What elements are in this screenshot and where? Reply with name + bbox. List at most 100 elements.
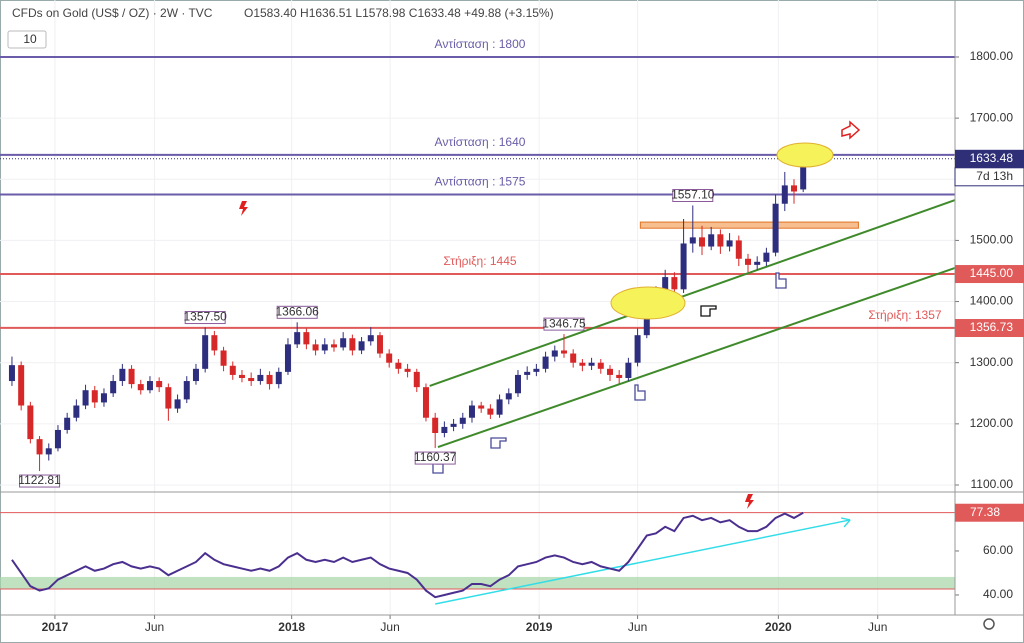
extreme-label: 1366.06	[275, 304, 319, 318]
extreme-label-box	[672, 189, 714, 203]
candle-body	[36, 439, 43, 455]
candle-body	[606, 368, 613, 375]
candle-body	[156, 381, 163, 388]
trend-line	[437, 266, 956, 449]
extreme-label: 1122.81	[18, 473, 61, 487]
hand-icon	[775, 272, 787, 289]
candle-body	[570, 353, 577, 363]
y-tick-label: 40.00	[983, 587, 1013, 601]
hand-icon	[700, 305, 717, 317]
rsi-trend-arrow	[840, 517, 851, 528]
candle-body	[183, 381, 190, 400]
candle-body	[487, 408, 494, 415]
candle-body	[358, 341, 365, 351]
candle-body	[579, 362, 586, 366]
interval-box[interactable]	[7, 30, 47, 49]
y-tick-label: 1800.00	[970, 49, 1014, 63]
candle-body	[625, 362, 632, 378]
trend-line	[429, 199, 956, 387]
candle-body	[128, 368, 135, 385]
candle-body	[257, 374, 264, 382]
candle-body	[376, 335, 383, 354]
candle-body	[82, 390, 89, 406]
candle-body	[413, 371, 420, 388]
candle-body	[422, 387, 429, 418]
candle-body	[367, 335, 374, 342]
y-tick-label: 1400.00	[970, 294, 1014, 308]
candle-body	[275, 371, 282, 385]
candle-body	[146, 381, 153, 391]
candle-body	[735, 240, 742, 259]
candle-body	[73, 405, 80, 418]
candle-body	[698, 237, 705, 247]
candle-body	[192, 368, 199, 382]
x-tick-label: Jun	[145, 620, 164, 634]
candle-body	[294, 332, 301, 345]
candle-body	[100, 393, 107, 403]
zone	[639, 221, 859, 229]
candle-body	[754, 261, 761, 265]
candle-body	[18, 365, 25, 406]
candle-body	[588, 362, 595, 366]
candle-body	[340, 338, 347, 348]
candle-body	[220, 350, 227, 366]
candle-body	[662, 277, 669, 296]
level-label: Στήριξη: 1357	[868, 308, 941, 322]
candle-body	[54, 429, 61, 449]
candle-body	[395, 362, 402, 369]
price-tag-bg	[955, 319, 1024, 338]
extreme-label: 1346.75	[542, 316, 586, 330]
candle-body	[790, 185, 797, 192]
level-label: Αντίσταση : 1800	[435, 37, 526, 51]
extreme-label-box	[19, 474, 61, 488]
candle-body	[45, 448, 52, 455]
candle-body	[349, 338, 356, 351]
candle-body	[330, 344, 337, 348]
candle-body	[560, 350, 567, 354]
candle-body	[708, 234, 715, 247]
extreme-label: 1357.50	[183, 310, 227, 324]
level-label: Αντίσταση : 1575	[435, 175, 526, 189]
candle-body	[744, 258, 751, 265]
candle-body	[211, 335, 218, 351]
candle-body	[119, 368, 126, 382]
level-label: Αντίσταση : 1640	[435, 135, 526, 149]
x-tick-label: 2017	[42, 620, 69, 634]
rsi-tag: 77.38	[970, 505, 1000, 519]
candle-body	[542, 356, 549, 369]
price-tag-bg	[955, 265, 1024, 284]
candle-body	[404, 368, 411, 372]
extreme-label: 1557.10	[671, 188, 715, 202]
extreme-label-box	[276, 305, 318, 319]
highlight-ellipse	[776, 142, 834, 168]
x-tick-label: 2018	[278, 620, 305, 634]
candle-body	[64, 417, 71, 430]
candle-body	[505, 393, 512, 400]
rsi-line	[11, 511, 804, 599]
lightning-icon	[239, 201, 248, 216]
candle-body	[597, 362, 604, 369]
settings-icon[interactable]	[983, 618, 995, 630]
y-tick-label: 1100.00	[971, 477, 1014, 491]
candle-body	[680, 243, 687, 290]
candle-body	[468, 405, 475, 418]
candle-body	[284, 344, 291, 372]
extreme-label-box	[543, 317, 585, 331]
candle-body	[478, 405, 485, 409]
y-tick-label: 1700.00	[970, 110, 1014, 124]
x-tick-label: 2020	[765, 620, 792, 634]
candle-body	[266, 374, 273, 385]
candle-body	[238, 374, 245, 378]
rsi-trend-line	[435, 519, 851, 605]
lightning-icon	[745, 494, 754, 509]
countdown-bg	[954, 167, 1024, 187]
candle-body	[91, 390, 98, 403]
y-tick-label: 1300.00	[970, 355, 1014, 369]
price-tag: 1633.48	[970, 151, 1014, 165]
candle-body	[514, 374, 521, 394]
candle-body	[616, 374, 623, 378]
candle-body	[441, 426, 448, 434]
candle-body	[137, 384, 144, 391]
